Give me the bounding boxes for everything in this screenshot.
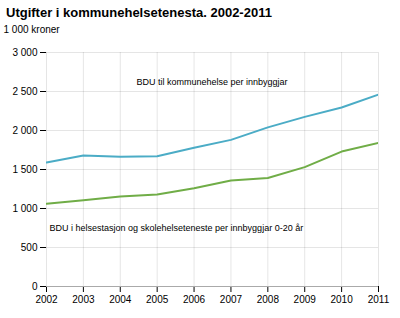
svg-text:2009: 2009 bbox=[294, 294, 317, 305]
svg-text:1 000 kroner: 1 000 kroner bbox=[4, 24, 61, 35]
svg-text:2003: 2003 bbox=[72, 294, 95, 305]
svg-text:0: 0 bbox=[32, 281, 38, 292]
svg-text:2002: 2002 bbox=[35, 294, 58, 305]
svg-text:500: 500 bbox=[21, 242, 38, 253]
svg-text:3 000: 3 000 bbox=[12, 47, 37, 58]
svg-text:1 500: 1 500 bbox=[12, 164, 37, 175]
svg-text:2 500: 2 500 bbox=[12, 86, 37, 97]
svg-text:2007: 2007 bbox=[220, 294, 243, 305]
svg-text:2011: 2011 bbox=[368, 294, 390, 305]
svg-text:2004: 2004 bbox=[109, 294, 132, 305]
svg-text:BDU til kommunehelse per innby: BDU til kommunehelse per innbyggjar bbox=[137, 77, 288, 87]
svg-text:2010: 2010 bbox=[330, 294, 353, 305]
svg-text:2005: 2005 bbox=[146, 294, 169, 305]
svg-text:2006: 2006 bbox=[183, 294, 206, 305]
svg-text:2008: 2008 bbox=[257, 294, 280, 305]
html-text:Utgifter i kommunehelsetenesta: Utgifter i kommunehelsetenesta. 2002-201… bbox=[6, 5, 272, 20]
svg-text:1 000: 1 000 bbox=[12, 203, 37, 214]
svg-text:BDU i helsestasjon og skolehel: BDU i helsestasjon og skolehelseteneste … bbox=[50, 223, 304, 233]
svg-text:2 000: 2 000 bbox=[12, 125, 37, 136]
